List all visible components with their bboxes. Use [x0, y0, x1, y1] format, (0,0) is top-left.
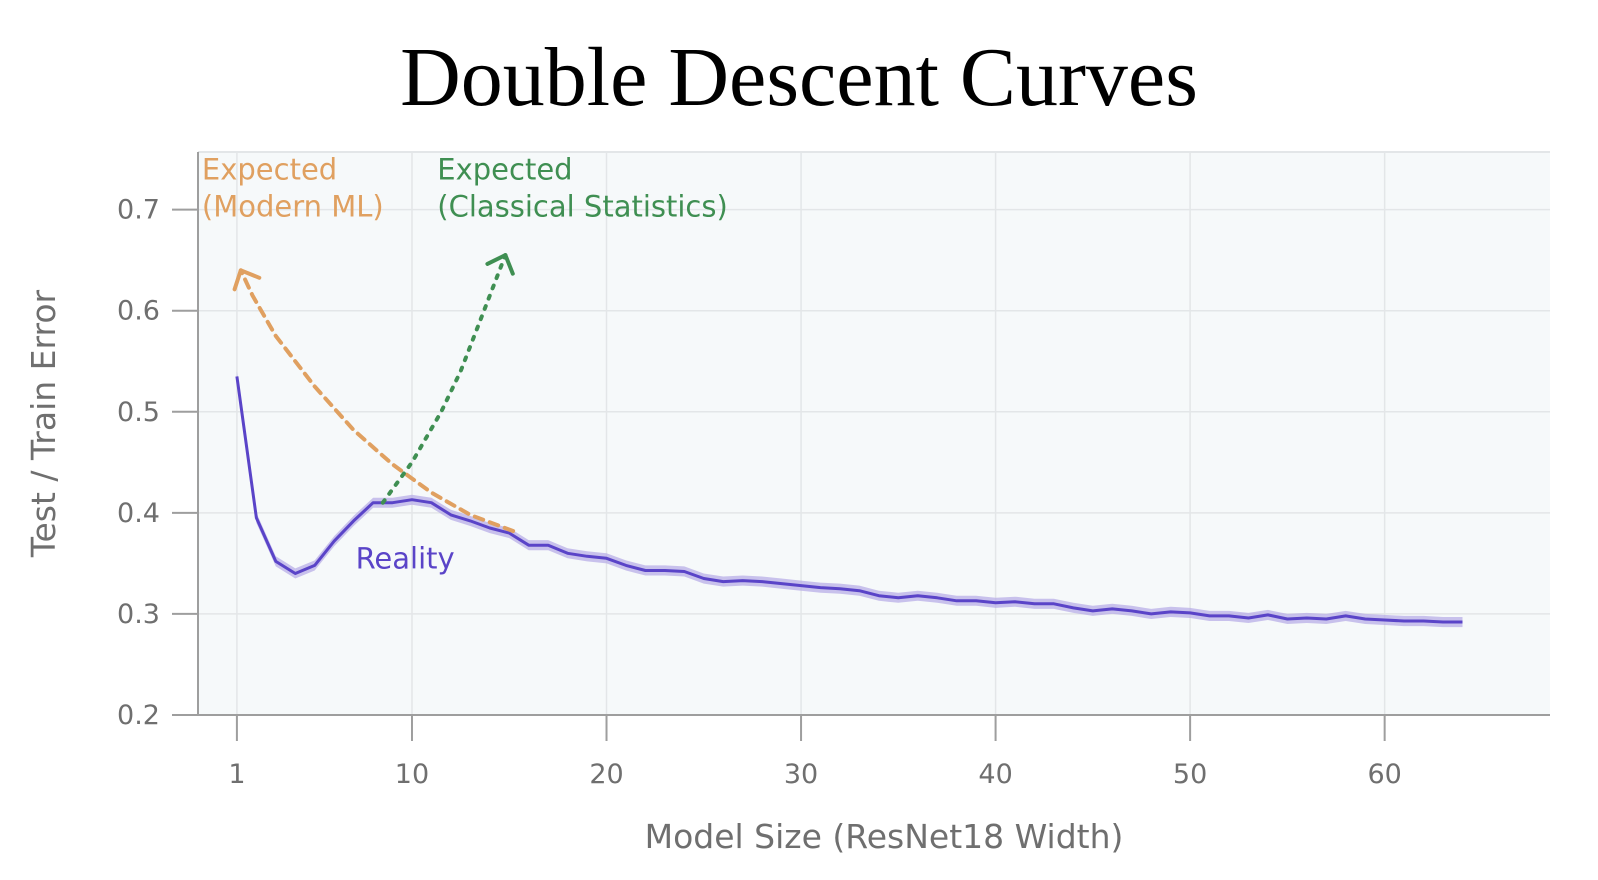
- series-label-line: (Classical Statistics): [437, 189, 728, 223]
- series-label-1: Expected (Classical Statistics): [437, 152, 728, 223]
- modern-ml-arrowhead: [232, 268, 262, 292]
- series-label-line: (Modern ML): [202, 189, 384, 223]
- series-label-0: Expected (Modern ML): [202, 152, 384, 223]
- x-tick-label: 50: [1173, 759, 1207, 790]
- series-label-line: Expected: [202, 152, 337, 186]
- x-tick-label: 20: [589, 759, 623, 790]
- x-tick-label: 10: [395, 759, 429, 790]
- series-label-2: Reality: [356, 541, 455, 575]
- plot-background: [198, 152, 1550, 715]
- x-tick-label: 30: [784, 759, 818, 790]
- series-label-line: Expected: [437, 152, 572, 186]
- y-tick-label: 0.6: [117, 296, 160, 327]
- x-axis-label: Model Size (ResNet18 Width): [645, 817, 1124, 856]
- y-axis-label: Test / Train Error: [24, 289, 63, 558]
- x-tick-label: 1: [228, 759, 245, 790]
- modern-ml-series-line: [238, 268, 516, 533]
- series-label-line: Reality: [356, 541, 455, 575]
- x-tick-label: 60: [1367, 759, 1401, 790]
- y-tick-label: 0.2: [117, 700, 160, 731]
- x-tick-label: 40: [978, 759, 1012, 790]
- chart-title: Double Descent Curves: [400, 31, 1198, 124]
- y-tick-label: 0.4: [117, 498, 160, 529]
- y-tick-label: 0.7: [117, 195, 160, 226]
- classical-arrowhead: [485, 253, 515, 276]
- y-tick-label: 0.3: [117, 599, 160, 630]
- y-tick-label: 0.5: [117, 397, 160, 428]
- reality-series-line: [235, 376, 1463, 624]
- classical-series-line: [380, 253, 508, 505]
